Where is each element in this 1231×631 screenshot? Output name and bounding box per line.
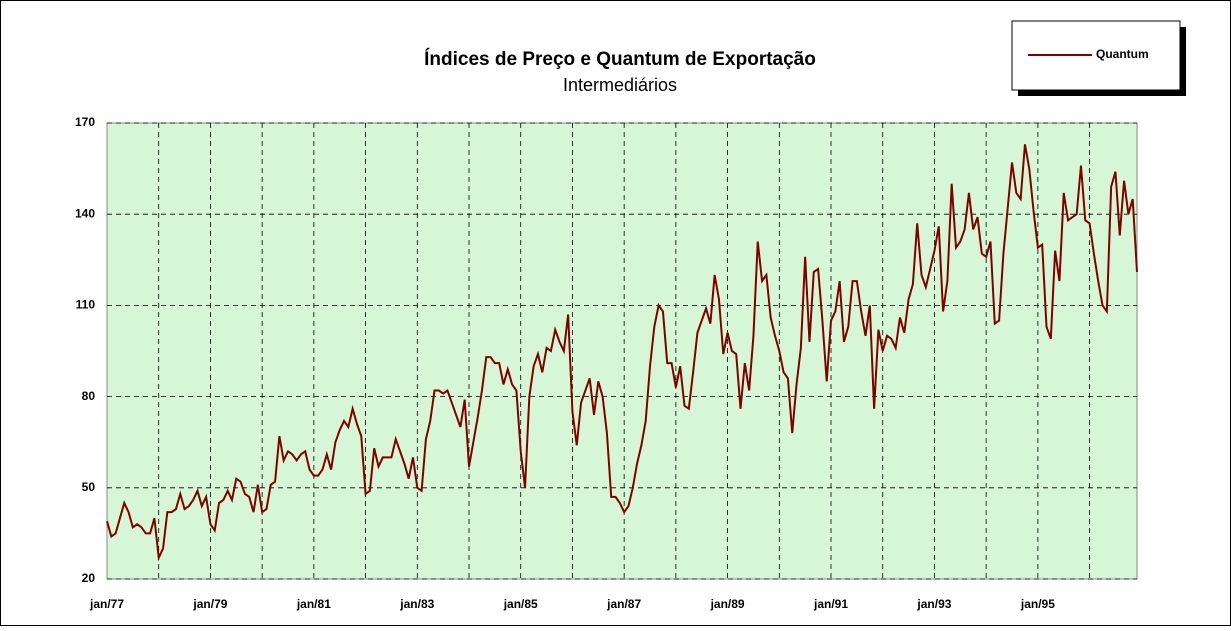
x-tick-label: jan/77 (89, 597, 124, 611)
y-tick-label: 80 (82, 389, 96, 403)
x-tick-label: jan/91 (813, 597, 848, 611)
x-tick-label: jan/79 (192, 597, 227, 611)
x-tick-label: jan/89 (710, 597, 745, 611)
x-tick-label: jan/93 (916, 597, 951, 611)
x-tick-label: jan/95 (1020, 597, 1055, 611)
x-tick-label: jan/85 (503, 597, 538, 611)
chart-title: Índices de Preço e Quantum de Exportação (424, 48, 816, 70)
x-tick-label: jan/83 (399, 597, 434, 611)
legend-label: Quantum (1096, 47, 1149, 61)
y-tick-label: 50 (82, 480, 96, 494)
legend: Quantum (1011, 20, 1186, 96)
plot-area (106, 122, 1138, 580)
x-tick-label: jan/81 (296, 597, 331, 611)
chart-subtitle: Intermediários (563, 75, 677, 95)
y-tick-label: 20 (82, 571, 96, 585)
y-tick-label: 170 (75, 115, 95, 129)
y-tick-label: 140 (75, 206, 95, 220)
data-line (106, 144, 1138, 562)
y-tick-label: 110 (76, 298, 96, 312)
x-tick-label: jan/87 (606, 597, 641, 611)
